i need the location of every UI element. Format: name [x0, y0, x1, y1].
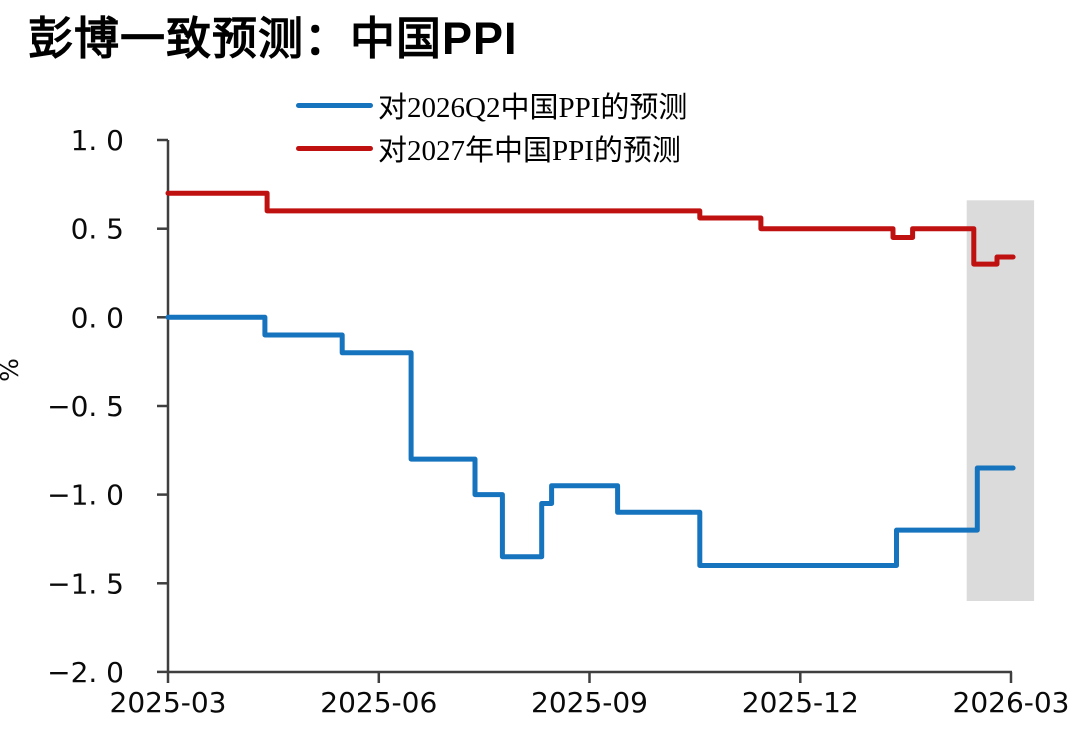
- y-tick-label: 0. 5: [71, 213, 124, 246]
- chart-title-en: PPI: [442, 13, 518, 64]
- x-tick-label: 2025-09: [531, 686, 648, 719]
- y-tick-label: 0. 0: [71, 301, 124, 334]
- x-tick-label: 2026-03: [953, 686, 1070, 719]
- chart-title: 彭博一致预测：中国PPI: [28, 2, 518, 67]
- legend: 对2026Q2中国PPI的预测 对2027年中国PPI的预测: [296, 86, 687, 167]
- legend-label-2026q2: 对2026Q2中国PPI的预测: [378, 92, 688, 124]
- forecast-highlight-band: [966, 200, 1035, 602]
- legend-line-blue-icon: [296, 102, 373, 108]
- series-line-2026q2-forecast: [165, 314, 1016, 568]
- y-tick-label: −1. 0: [47, 479, 124, 512]
- legend-item-2026q2: 对2026Q2中国PPI的预测: [296, 86, 687, 124]
- series-line-2027-forecast: [165, 190, 1016, 267]
- y-tick-label: −2. 0: [47, 656, 124, 689]
- chart-title-cn: 彭博一致预测：中国: [28, 14, 443, 64]
- y-axis-title: %: [0, 358, 24, 382]
- legend-label-2027: 对2027年中国PPI的预测: [378, 135, 681, 167]
- y-tick-label: −0. 5: [47, 390, 124, 423]
- x-tick-label: 2025-06: [320, 686, 437, 719]
- x-tick-label: 2025-12: [742, 686, 859, 719]
- y-tick-label: 1. 0: [71, 124, 124, 157]
- y-tick-label: −1. 5: [47, 567, 124, 600]
- legend-item-2027: 对2027年中国PPI的预测: [296, 129, 687, 167]
- legend-line-red-icon: [296, 145, 373, 151]
- x-tick-label: 2025-03: [110, 686, 227, 719]
